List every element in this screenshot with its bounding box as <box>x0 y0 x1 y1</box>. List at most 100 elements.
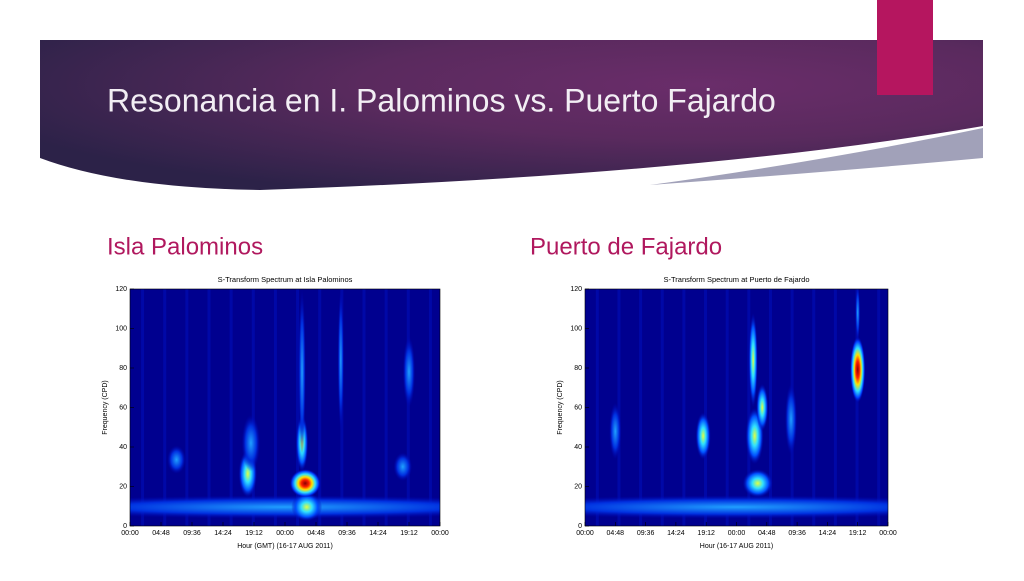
x-tick-label: 14:24 <box>819 530 837 537</box>
spectrum-streak <box>185 289 189 526</box>
x-tick-label: 14:24 <box>214 530 232 537</box>
x-tick-label: 09:36 <box>338 530 356 537</box>
y-tick-label: 80 <box>574 365 582 372</box>
spectrum-streak <box>833 289 837 526</box>
x-tick-label: 04:48 <box>607 530 625 537</box>
spectrum-blob <box>130 495 440 519</box>
spectrum-streak <box>877 289 881 526</box>
x-tick-label: 00:00 <box>728 530 746 537</box>
spectrum-blob <box>855 289 861 342</box>
spectrum-streak <box>595 289 599 526</box>
y-tick-label: 60 <box>574 404 582 411</box>
spectrum-streak <box>141 289 145 526</box>
spectrum-blob <box>393 452 413 481</box>
x-tick-label: 04:48 <box>307 530 325 537</box>
spectrum <box>585 289 888 526</box>
spectrum-streak <box>229 289 233 526</box>
x-tick-label: 14:24 <box>369 530 387 537</box>
spectrum-blob <box>291 492 323 522</box>
panels: Isla Palominos S-Transform Spectrum at Is… <box>102 233 897 550</box>
spectrum-streak <box>747 289 751 526</box>
y-tick-label: 40 <box>574 444 582 451</box>
x-tick-label: 19:12 <box>849 530 867 537</box>
x-tick-label: 00:00 <box>879 530 897 537</box>
y-tick-label: 60 <box>119 404 127 411</box>
x-tick-label: 09:36 <box>183 530 201 537</box>
spectrum-streak <box>768 289 772 526</box>
banner-accent <box>650 128 983 185</box>
y-tick-label: 80 <box>119 365 127 372</box>
y-tick-label: 100 <box>115 325 127 332</box>
spectrum-streak <box>682 289 686 526</box>
panel: Puerto de Fajardo S-Transform Spectrum at… <box>530 233 897 550</box>
accent-block <box>877 0 933 95</box>
y-tick-label: 100 <box>570 325 582 332</box>
y-tick-label: 0 <box>578 523 582 530</box>
plot-background <box>585 289 888 526</box>
spectrum-blob <box>298 289 306 455</box>
x-axis-label: Hour (GMT) (16-17 AUG 2011) <box>237 543 333 550</box>
spectrum-blob <box>609 402 622 460</box>
panel-heading: Puerto de Fajardo <box>530 233 722 260</box>
x-tick-label: 00:00 <box>576 530 594 537</box>
title-banner <box>40 40 983 190</box>
spectrum <box>130 289 440 526</box>
spectrum-streak <box>406 289 410 526</box>
spectrum-blob <box>784 383 798 455</box>
y-tick-label: 120 <box>570 286 582 293</box>
y-axis-label: Frequency (CPD) <box>102 380 109 434</box>
x-tick-label: 00:00 <box>431 530 449 537</box>
spectrum-blob <box>695 412 711 460</box>
spectrum-streak <box>812 289 816 526</box>
spectrum-blob <box>742 469 773 498</box>
x-tick-label: 14:24 <box>667 530 685 537</box>
panel: Isla Palominos S-Transform Spectrum at Is… <box>102 233 449 550</box>
y-axis-label: Frequency (CPD) <box>557 380 564 434</box>
x-tick-label: 09:36 <box>788 530 806 537</box>
spectrum-streak <box>362 289 366 526</box>
spectrum-blob <box>167 445 186 474</box>
spectrum-streak <box>207 289 211 526</box>
spectrum-blob <box>241 414 261 472</box>
spectrum-streak <box>163 289 167 526</box>
spectrum-blob <box>289 469 321 498</box>
x-axis-label: Hour (16-17 AUG 2011) <box>700 543 773 550</box>
spectrum-streak <box>318 289 322 526</box>
spectrum-blob <box>337 289 344 432</box>
y-tick-label: 120 <box>115 286 127 293</box>
plot-background <box>130 289 440 526</box>
chart-title: S-Transform Spectrum at Isla Palominos <box>218 275 353 284</box>
spectrum-streak <box>855 289 859 526</box>
panel-heading: Isla Palominos <box>107 233 263 260</box>
chart-title: S-Transform Spectrum at Puerto de Fajard… <box>663 275 809 284</box>
x-tick-label: 00:00 <box>121 530 139 537</box>
spectrum-streak <box>296 289 300 526</box>
slide-title: Resonancia en I. Palominos vs. Puerto Fa… <box>107 82 776 118</box>
y-tick-label: 20 <box>574 483 582 490</box>
spectrum-streak <box>428 289 432 526</box>
x-tick-label: 09:36 <box>637 530 655 537</box>
spectrum-streak <box>660 289 664 526</box>
spectrum-streak <box>251 289 255 526</box>
spectrum-blob <box>748 312 758 408</box>
x-tick-label: 19:12 <box>697 530 715 537</box>
spectrum-streak <box>273 289 277 526</box>
spectrum-streak <box>704 289 708 526</box>
spectrum-streak <box>617 289 621 526</box>
x-tick-label: 00:00 <box>276 530 294 537</box>
spectrum-blob <box>756 383 769 432</box>
x-tick-label: 19:12 <box>245 530 263 537</box>
y-tick-label: 20 <box>119 483 127 490</box>
x-tick-label: 04:48 <box>152 530 170 537</box>
spectrum-blob <box>402 336 416 408</box>
y-tick-label: 40 <box>119 444 127 451</box>
spectrum-blob <box>585 495 888 519</box>
spectrum-blob <box>850 336 866 403</box>
x-tick-label: 19:12 <box>400 530 418 537</box>
spectrum-streak <box>384 289 388 526</box>
spectrum-streak <box>725 289 729 526</box>
y-tick-label: 0 <box>123 523 127 530</box>
x-tick-label: 04:48 <box>758 530 776 537</box>
spectrum-streak <box>639 289 643 526</box>
